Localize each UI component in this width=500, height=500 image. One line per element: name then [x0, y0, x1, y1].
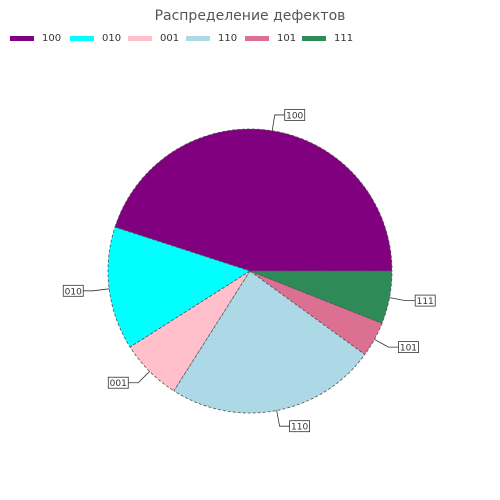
legend-item-101[interactable]: 101 — [245, 33, 296, 44]
legend-label: 001 — [160, 33, 180, 44]
leader-line-010 — [83, 288, 110, 292]
leader-line-111 — [389, 297, 416, 302]
slice-label-box-001 — [107, 376, 129, 389]
slice-label-box-111 — [414, 294, 436, 307]
legend-label: 111 — [334, 33, 354, 44]
leader-line-101 — [374, 339, 399, 348]
legend-label: 100 — [42, 33, 62, 44]
legend-swatch — [70, 36, 94, 41]
pie-slice-001[interactable] — [129, 270, 251, 392]
pie-slice-110[interactable] — [173, 270, 366, 414]
slice-label-010: 010 — [65, 287, 82, 297]
leader-line-001 — [128, 371, 150, 384]
legend-swatch — [302, 36, 326, 41]
slice-label-box-110 — [289, 420, 311, 433]
slice-label-110: 110 — [291, 423, 308, 433]
legend-item-100[interactable]: 100 — [10, 33, 61, 44]
legend-swatch — [186, 36, 210, 41]
leader-line-110 — [276, 410, 290, 427]
slice-label-100: 100 — [286, 111, 303, 121]
slice-label-box-010 — [62, 284, 84, 297]
leader-line-100 — [271, 114, 285, 131]
legend-item-110[interactable]: 110 — [186, 33, 237, 44]
pie-slice-010[interactable] — [107, 226, 251, 348]
chart-title: Распределение дефектов — [154, 8, 346, 24]
legend-swatch — [245, 36, 269, 41]
legend-label: 110 — [218, 33, 238, 44]
pie-slice-111[interactable] — [249, 270, 393, 324]
slice-label-111: 111 — [417, 297, 434, 307]
legend-label: 010 — [102, 33, 122, 44]
legend-swatch — [128, 36, 152, 41]
legend-label: 101 — [277, 33, 297, 44]
pie-slice-100[interactable] — [114, 128, 393, 272]
legend-item-001[interactable]: 001 — [128, 33, 179, 44]
legend-item-010[interactable]: 010 — [70, 33, 121, 44]
legend-item-111[interactable]: 111 — [302, 33, 353, 44]
slice-label-101: 101 — [400, 344, 417, 354]
slice-label-001: 001 — [110, 379, 127, 389]
slice-label-box-100 — [284, 109, 306, 121]
legend-swatch — [10, 36, 34, 41]
slice-label-box-101 — [398, 341, 419, 354]
